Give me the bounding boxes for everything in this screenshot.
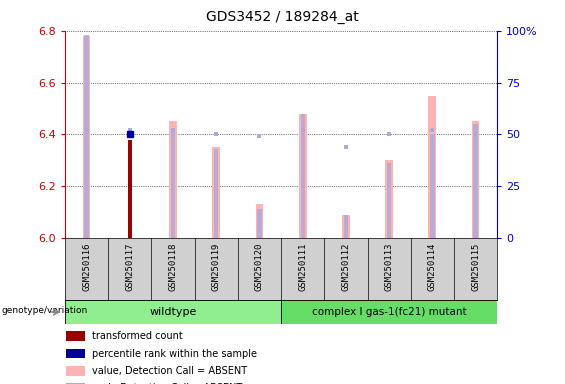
Bar: [67, 366, 85, 376]
Text: GSM250111: GSM250111: [298, 243, 307, 291]
Bar: [428, 96, 436, 238]
Bar: [84, 35, 89, 238]
Bar: [385, 161, 393, 238]
Bar: [430, 134, 434, 238]
Bar: [214, 149, 219, 238]
Bar: [169, 121, 177, 238]
Text: GSM250120: GSM250120: [255, 243, 264, 291]
Bar: [299, 114, 307, 238]
Text: GSM250115: GSM250115: [471, 243, 480, 291]
Text: value, Detection Call = ABSENT: value, Detection Call = ABSENT: [92, 366, 247, 376]
Bar: [344, 215, 348, 238]
Text: GSM250119: GSM250119: [212, 243, 221, 291]
Text: GDS3452 / 189284_at: GDS3452 / 189284_at: [206, 10, 359, 23]
Bar: [281, 300, 497, 324]
Bar: [387, 164, 392, 238]
Bar: [67, 383, 85, 384]
Bar: [212, 147, 220, 238]
Bar: [472, 121, 480, 238]
Text: percentile rank within the sample: percentile rank within the sample: [92, 349, 257, 359]
Bar: [67, 331, 85, 341]
Bar: [67, 349, 85, 358]
Bar: [473, 124, 478, 238]
Text: rank, Detection Call = ABSENT: rank, Detection Call = ABSENT: [92, 383, 242, 384]
Text: GSM250117: GSM250117: [125, 243, 134, 291]
Text: complex I gas-1(fc21) mutant: complex I gas-1(fc21) mutant: [312, 307, 467, 317]
Bar: [255, 204, 263, 238]
Text: wildtype: wildtype: [149, 307, 197, 317]
Bar: [171, 130, 175, 238]
Bar: [82, 36, 90, 238]
Text: GSM250116: GSM250116: [82, 243, 91, 291]
Text: GSM250112: GSM250112: [341, 243, 350, 291]
Text: genotype/variation: genotype/variation: [1, 306, 88, 315]
Bar: [65, 300, 281, 324]
Bar: [342, 215, 350, 238]
Text: GSM250114: GSM250114: [428, 243, 437, 291]
Bar: [128, 140, 132, 238]
Text: GSM250118: GSM250118: [168, 243, 177, 291]
Bar: [301, 114, 305, 238]
Text: transformed count: transformed count: [92, 331, 182, 341]
Bar: [257, 209, 262, 238]
Text: GSM250113: GSM250113: [385, 243, 394, 291]
